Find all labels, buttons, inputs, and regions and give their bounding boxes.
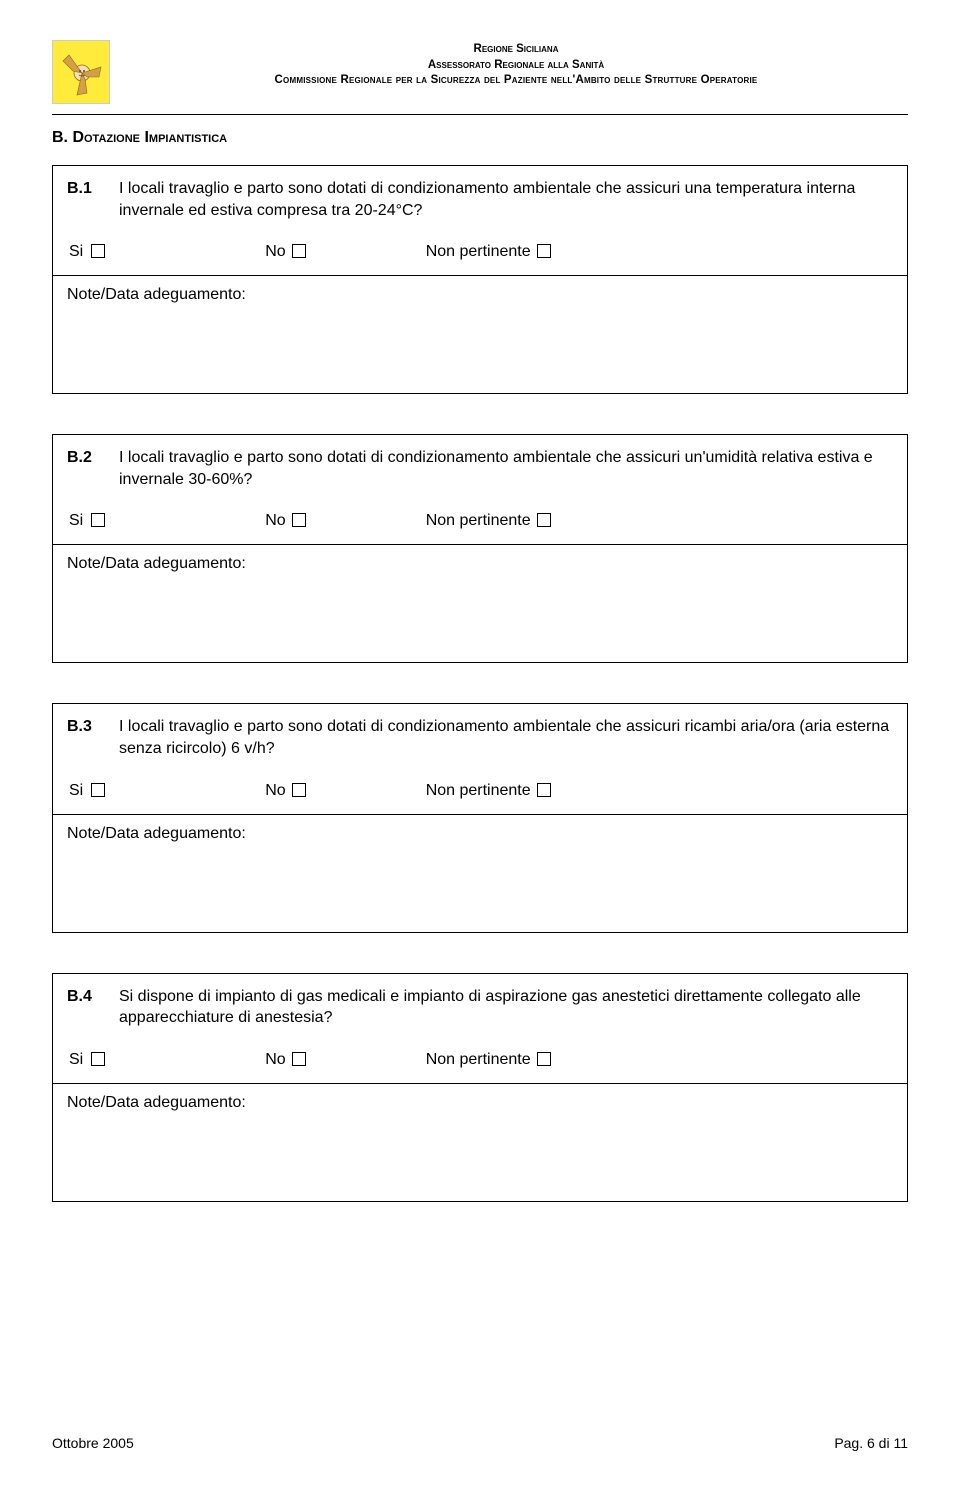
question-text: I locali travaglio e parto sono dotati d… — [119, 178, 893, 221]
question-number: B.4 — [67, 986, 101, 1029]
header-line-2: Assessorato Regionale alla Sanità — [124, 58, 908, 74]
answer-row: Si No Non pertinente — [67, 512, 893, 530]
answer-np-label: Non pertinente — [426, 243, 531, 261]
question-block-b3: B.3 I locali travaglio e parto sono dota… — [52, 703, 908, 932]
note-label: Note/Data adeguamento: — [67, 825, 893, 843]
question-box: B.1 I locali travaglio e parto sono dota… — [52, 165, 908, 276]
page-footer: Ottobre 2005 Pag. 6 di 11 — [52, 1435, 908, 1451]
checkbox-si[interactable] — [91, 1052, 105, 1066]
question-text: Si dispone di impianto di gas medicali e… — [119, 986, 893, 1029]
checkbox-si[interactable] — [91, 244, 105, 258]
answer-si-label: Si — [69, 1051, 83, 1069]
checkbox-np[interactable] — [537, 1052, 551, 1066]
header-line-3: Commissione Regionale per la Sicurezza d… — [124, 73, 908, 89]
answer-np-label: Non pertinente — [426, 1051, 531, 1069]
question-block-b4: B.4 Si dispone di impianto di gas medica… — [52, 973, 908, 1202]
checkbox-si[interactable] — [91, 513, 105, 527]
question-text: I locali travaglio e parto sono dotati d… — [119, 447, 893, 490]
checkbox-no[interactable] — [292, 783, 306, 797]
answer-no-label: No — [265, 512, 285, 530]
sicilia-logo — [52, 40, 110, 104]
document-header: Regione Siciliana Assessorato Regionale … — [52, 40, 908, 104]
note-label: Note/Data adeguamento: — [67, 555, 893, 573]
note-label: Note/Data adeguamento: — [67, 286, 893, 304]
checkbox-np[interactable] — [537, 513, 551, 527]
note-label: Note/Data adeguamento: — [67, 1094, 893, 1112]
question-number: B.1 — [67, 178, 101, 221]
question-block-b2: B.2 I locali travaglio e parto sono dota… — [52, 434, 908, 663]
footer-date: Ottobre 2005 — [52, 1435, 134, 1451]
answer-si-label: Si — [69, 512, 83, 530]
question-row: B.3 I locali travaglio e parto sono dota… — [67, 716, 893, 759]
question-row: B.1 I locali travaglio e parto sono dota… — [67, 178, 893, 221]
note-box: Note/Data adeguamento: — [52, 545, 908, 663]
question-number: B.2 — [67, 447, 101, 490]
footer-page-number: Pag. 6 di 11 — [834, 1435, 908, 1451]
checkbox-si[interactable] — [91, 783, 105, 797]
question-text: I locali travaglio e parto sono dotati d… — [119, 716, 893, 759]
checkbox-no[interactable] — [292, 244, 306, 258]
question-row: B.4 Si dispone di impianto di gas medica… — [67, 986, 893, 1029]
question-row: B.2 I locali travaglio e parto sono dota… — [67, 447, 893, 490]
checkbox-no[interactable] — [292, 1052, 306, 1066]
answer-row: Si No Non pertinente — [67, 243, 893, 261]
answer-row: Si No Non pertinente — [67, 1051, 893, 1069]
page-container: Regione Siciliana Assessorato Regionale … — [0, 0, 960, 1489]
checkbox-np[interactable] — [537, 244, 551, 258]
note-box: Note/Data adeguamento: — [52, 815, 908, 933]
question-number: B.3 — [67, 716, 101, 759]
section-title: B. Dotazione Impiantistica — [52, 129, 908, 147]
question-box: B.2 I locali travaglio e parto sono dota… — [52, 434, 908, 545]
question-block-b1: B.1 I locali travaglio e parto sono dota… — [52, 165, 908, 394]
answer-no-label: No — [265, 782, 285, 800]
header-divider — [52, 114, 908, 115]
header-text-block: Regione Siciliana Assessorato Regionale … — [124, 40, 908, 89]
note-box: Note/Data adeguamento: — [52, 276, 908, 394]
note-box: Note/Data adeguamento: — [52, 1084, 908, 1202]
answer-np-label: Non pertinente — [426, 512, 531, 530]
answer-si-label: Si — [69, 243, 83, 261]
question-box: B.3 I locali travaglio e parto sono dota… — [52, 703, 908, 814]
answer-no-label: No — [265, 243, 285, 261]
header-line-1: Regione Siciliana — [124, 42, 908, 58]
answer-no-label: No — [265, 1051, 285, 1069]
checkbox-no[interactable] — [292, 513, 306, 527]
answer-np-label: Non pertinente — [426, 782, 531, 800]
answer-row: Si No Non pertinente — [67, 782, 893, 800]
answer-si-label: Si — [69, 782, 83, 800]
question-box: B.4 Si dispone di impianto di gas medica… — [52, 973, 908, 1084]
checkbox-np[interactable] — [537, 783, 551, 797]
